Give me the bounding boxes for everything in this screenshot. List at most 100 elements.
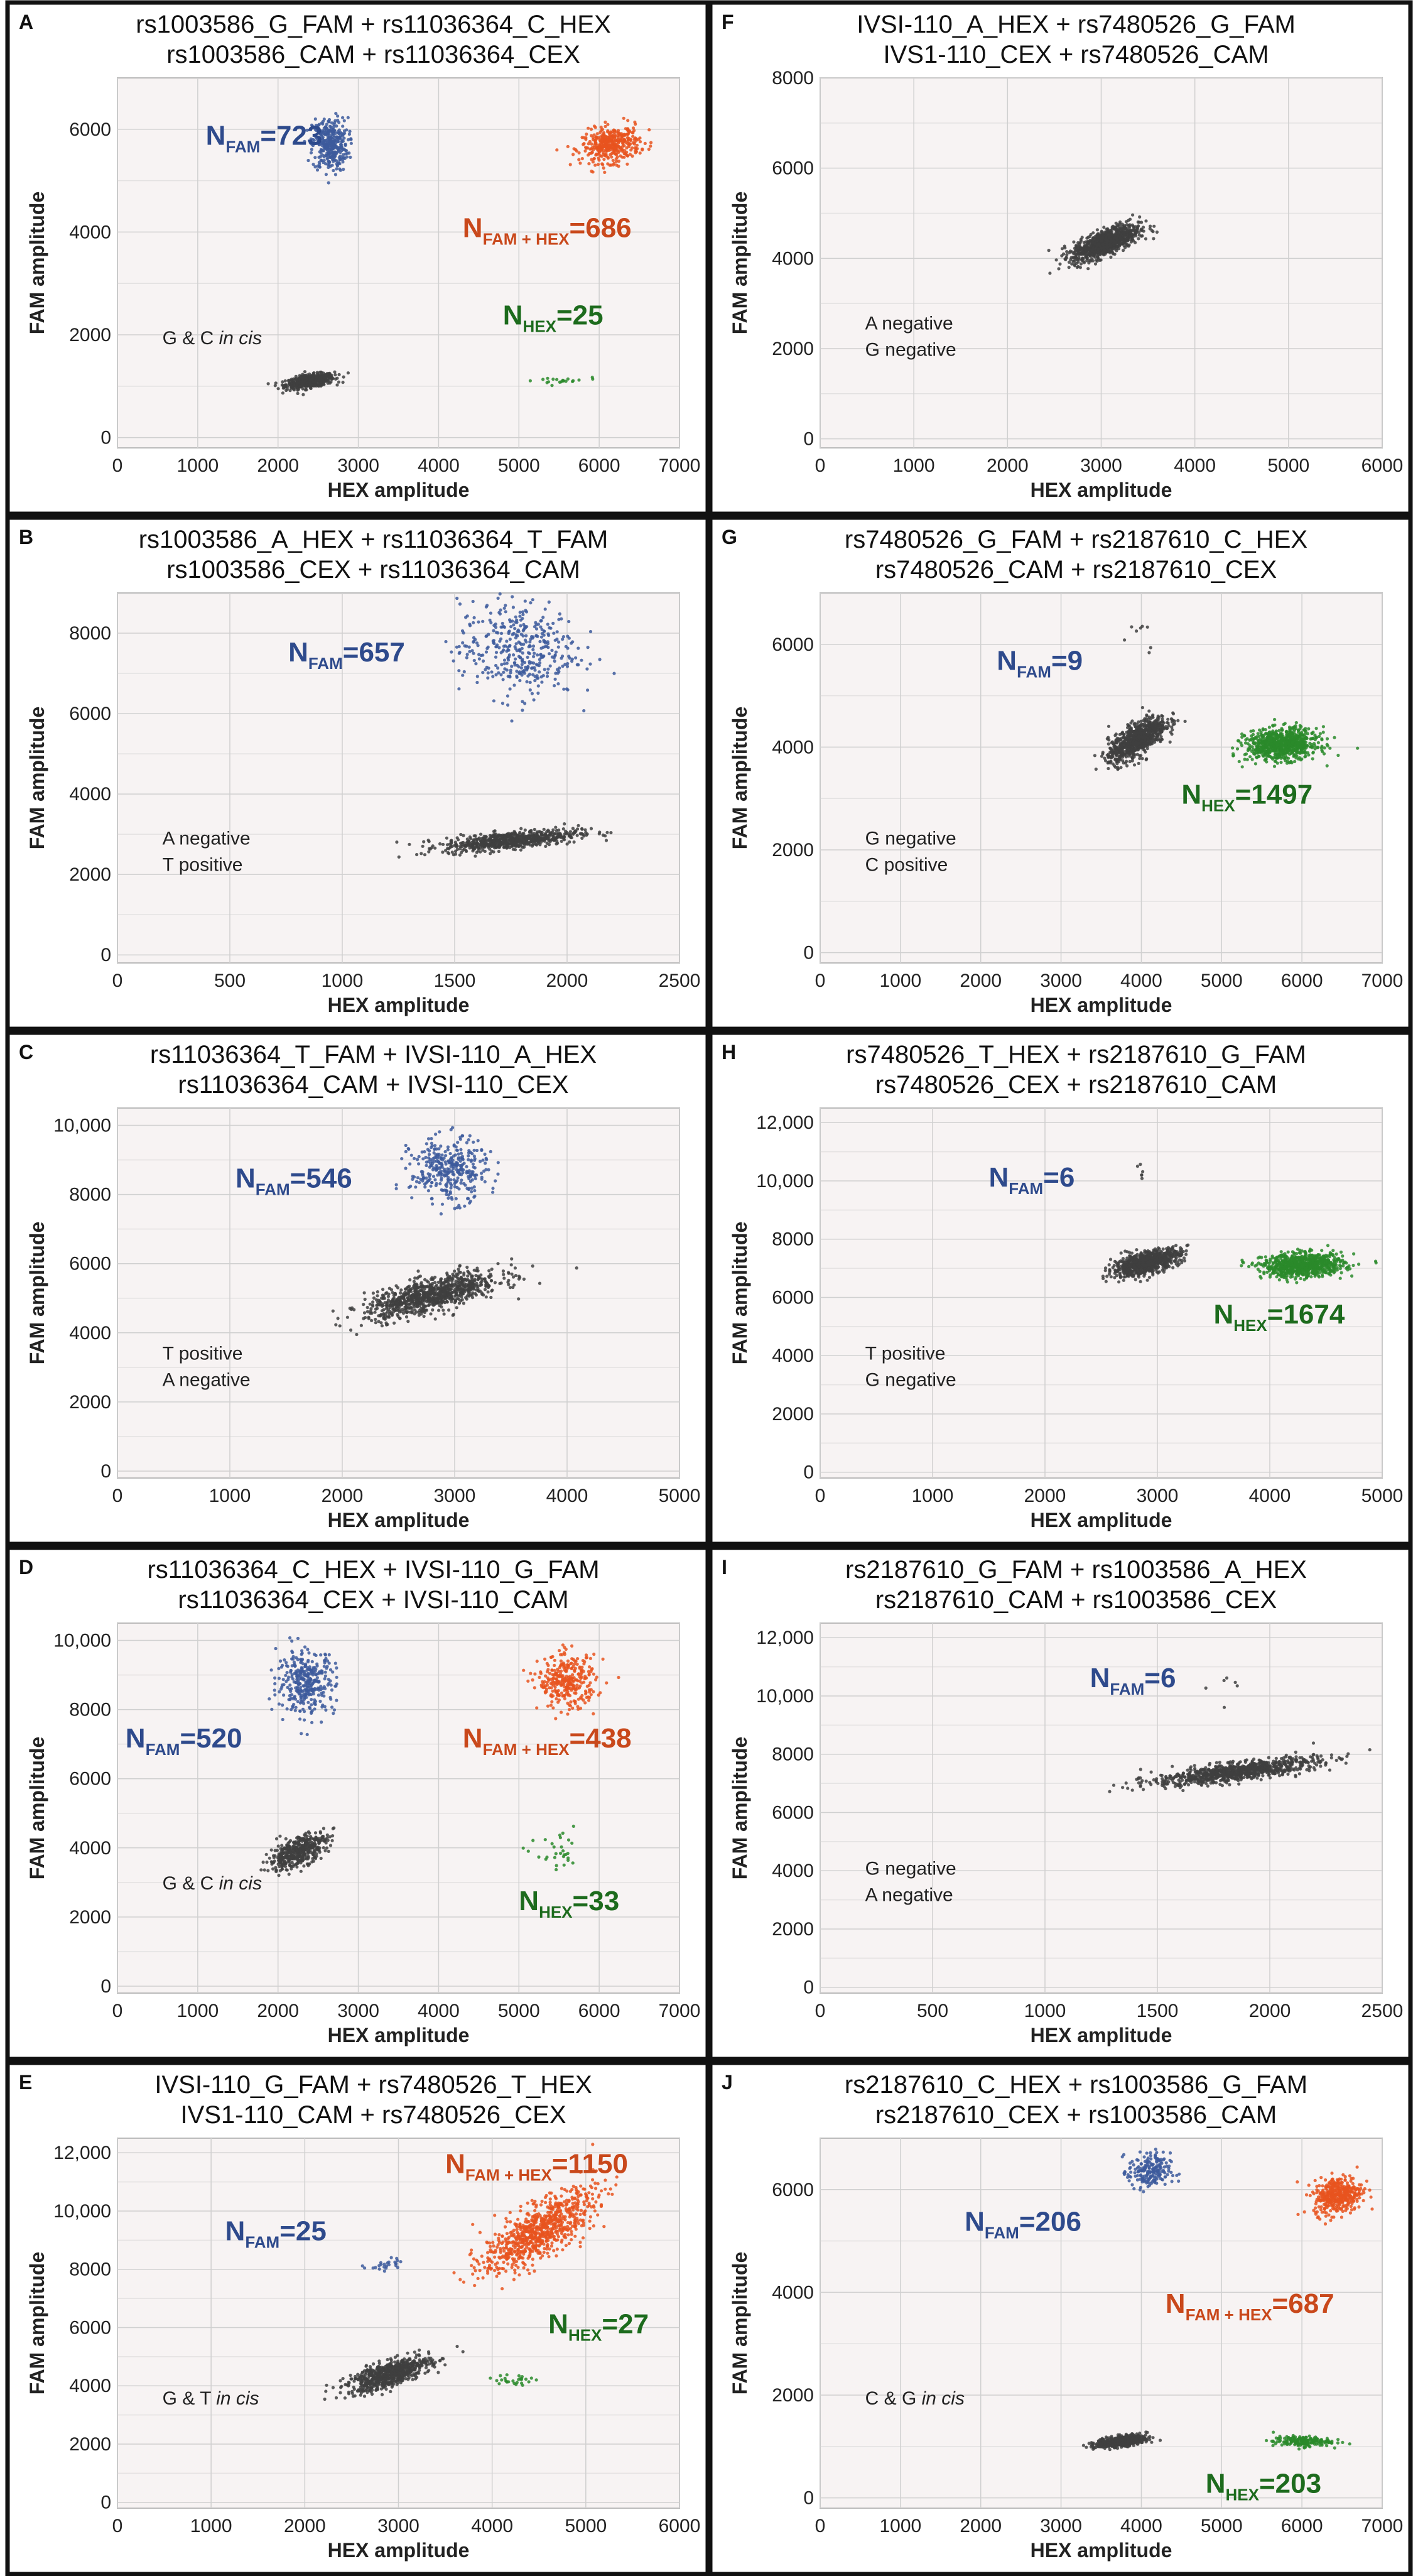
droplet-point <box>396 1308 400 1312</box>
droplet-point <box>431 1161 435 1165</box>
droplet-point <box>600 140 603 144</box>
droplet-point <box>559 1659 563 1663</box>
droplet-point <box>578 161 582 165</box>
droplet-point <box>282 1683 286 1687</box>
droplet-point <box>438 1130 441 1134</box>
droplet-point <box>536 676 540 680</box>
droplet-point <box>428 1149 431 1153</box>
droplet-point <box>462 670 466 673</box>
droplet-point <box>511 839 515 842</box>
droplet-point <box>302 1849 306 1853</box>
droplet-point <box>330 1839 334 1842</box>
droplet-point <box>333 119 337 122</box>
droplet-point <box>338 1324 342 1328</box>
droplet-point <box>470 1274 474 1278</box>
droplet-point <box>322 1839 326 1843</box>
x-tick-label: 0 <box>112 2001 123 2021</box>
droplet-point <box>300 1670 303 1673</box>
droplet-point <box>507 832 511 835</box>
droplet-point <box>374 1321 377 1325</box>
droplet-point <box>570 1644 574 1648</box>
droplet-point <box>292 1663 296 1667</box>
droplet-point <box>506 694 510 698</box>
droplet-point <box>483 1180 487 1183</box>
droplet-point <box>419 1309 423 1313</box>
droplet-point <box>432 1151 436 1155</box>
droplet-point <box>301 1684 305 1688</box>
x-tick-label: 4000 <box>418 455 460 476</box>
droplet-point <box>417 1155 421 1158</box>
droplet-point <box>497 849 501 854</box>
droplet-point <box>622 116 625 120</box>
droplet-point <box>291 1704 295 1708</box>
droplet-point <box>549 1704 553 1707</box>
droplet-point <box>526 651 531 655</box>
genotype-note: A negative <box>163 1370 251 1391</box>
droplet-point <box>570 1841 574 1845</box>
droplet-point <box>566 1702 570 1705</box>
droplet-point <box>447 1161 451 1165</box>
droplet-point <box>319 376 323 379</box>
count-subscript: FAM <box>256 1180 290 1199</box>
droplet-point <box>341 381 345 384</box>
y-axis-label: FAM amplitude <box>26 1737 48 1880</box>
y-tick-label: 0 <box>100 428 111 448</box>
droplet-point <box>298 1847 301 1850</box>
droplet-point <box>443 1188 447 1192</box>
droplet-point <box>314 375 318 379</box>
droplet-point <box>337 121 341 124</box>
droplet-point <box>296 1700 300 1704</box>
droplet-point <box>589 128 593 131</box>
chart-title-line: rs1003586_CAM + rs11036364_CEX <box>166 41 580 68</box>
droplet-point <box>550 1842 554 1845</box>
droplet-point <box>470 1158 474 1162</box>
droplet-point <box>521 670 525 673</box>
droplet-point <box>484 634 488 638</box>
droplet-point <box>556 1700 560 1704</box>
droplet-point <box>301 380 305 384</box>
droplet-point <box>511 633 514 636</box>
x-tick-label: 1000 <box>322 970 364 991</box>
droplet-point <box>503 834 507 837</box>
droplet-point <box>541 1686 545 1690</box>
droplet-point <box>324 145 328 149</box>
droplet-point <box>288 1847 291 1851</box>
droplet-point <box>450 1295 453 1299</box>
droplet-point <box>363 1297 367 1302</box>
x-tick-label: 4000 <box>418 2001 460 2021</box>
droplet-point <box>502 644 506 648</box>
droplet-point <box>593 143 597 147</box>
droplet-point <box>626 139 630 143</box>
droplet-point <box>296 1841 300 1845</box>
droplet-point <box>311 380 316 384</box>
droplet-point <box>447 1308 451 1312</box>
droplet-point <box>565 1670 568 1673</box>
droplet-point <box>404 1315 409 1319</box>
droplet-point <box>487 1274 491 1278</box>
droplet-point <box>557 670 561 673</box>
droplet-point <box>305 1732 309 1736</box>
droplet-point <box>580 156 584 161</box>
droplet-point <box>455 1290 459 1294</box>
droplet-point <box>334 1323 338 1327</box>
droplet-point <box>486 645 490 649</box>
droplet-point <box>453 1299 458 1303</box>
droplet-point <box>427 840 431 844</box>
droplet-point <box>310 123 314 127</box>
droplet-point <box>290 1639 294 1643</box>
droplet-point <box>521 617 524 621</box>
droplet-point <box>494 651 499 655</box>
droplet-point <box>560 1691 564 1695</box>
droplet-point <box>469 844 473 847</box>
droplet-point <box>467 1154 470 1158</box>
droplet-point <box>612 131 616 134</box>
droplet-point <box>572 840 576 844</box>
droplet-point <box>602 144 605 148</box>
genotype-note: T positive <box>163 1344 243 1364</box>
droplet-point <box>423 1291 427 1295</box>
droplet-point <box>467 1151 471 1155</box>
droplet-point <box>445 843 450 847</box>
droplet-point <box>494 1179 497 1183</box>
droplet-point <box>492 830 496 834</box>
droplet-point <box>566 634 570 638</box>
